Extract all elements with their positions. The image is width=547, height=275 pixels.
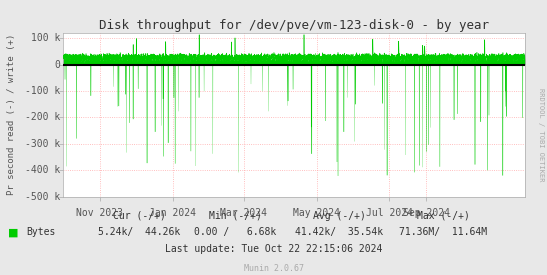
Text: Sep 2024: Sep 2024: [403, 208, 450, 218]
Text: 100 k: 100 k: [31, 33, 60, 43]
Text: 41.42k/  35.54k: 41.42k/ 35.54k: [295, 227, 383, 237]
Text: -100 k: -100 k: [25, 86, 60, 96]
Text: Bytes: Bytes: [26, 227, 56, 237]
Text: Avg (-/+): Avg (-/+): [313, 211, 365, 221]
Title: Disk throughput for /dev/pve/vm-123-disk-0 - by year: Disk throughput for /dev/pve/vm-123-disk…: [99, 19, 489, 32]
Text: Mar 2024: Mar 2024: [220, 208, 267, 218]
Text: RRDTOOL / TOBI OETIKER: RRDTOOL / TOBI OETIKER: [538, 88, 544, 182]
Text: Cur (-/+): Cur (-/+): [113, 211, 166, 221]
Text: 0: 0: [54, 60, 60, 70]
Text: ■: ■: [8, 227, 19, 237]
Text: -200 k: -200 k: [25, 112, 60, 122]
Text: Jul 2024: Jul 2024: [366, 208, 413, 218]
Text: May 2024: May 2024: [293, 208, 340, 218]
Text: -400 k: -400 k: [25, 165, 60, 175]
Text: Pr second read (-) / write (+): Pr second read (-) / write (+): [7, 34, 15, 196]
Text: Last update: Tue Oct 22 22:15:06 2024: Last update: Tue Oct 22 22:15:06 2024: [165, 244, 382, 254]
Text: 5.24k/  44.26k: 5.24k/ 44.26k: [98, 227, 181, 237]
Text: Max (-/+): Max (-/+): [417, 211, 469, 221]
Text: Jan 2024: Jan 2024: [149, 208, 196, 218]
Text: 71.36M/  11.64M: 71.36M/ 11.64M: [399, 227, 487, 237]
Text: Munin 2.0.67: Munin 2.0.67: [243, 265, 304, 273]
Text: -500 k: -500 k: [25, 192, 60, 202]
Text: Min (-/+): Min (-/+): [209, 211, 261, 221]
Text: Nov 2023: Nov 2023: [77, 208, 123, 218]
Text: 0.00 /   6.68k: 0.00 / 6.68k: [194, 227, 276, 237]
Text: -300 k: -300 k: [25, 139, 60, 149]
